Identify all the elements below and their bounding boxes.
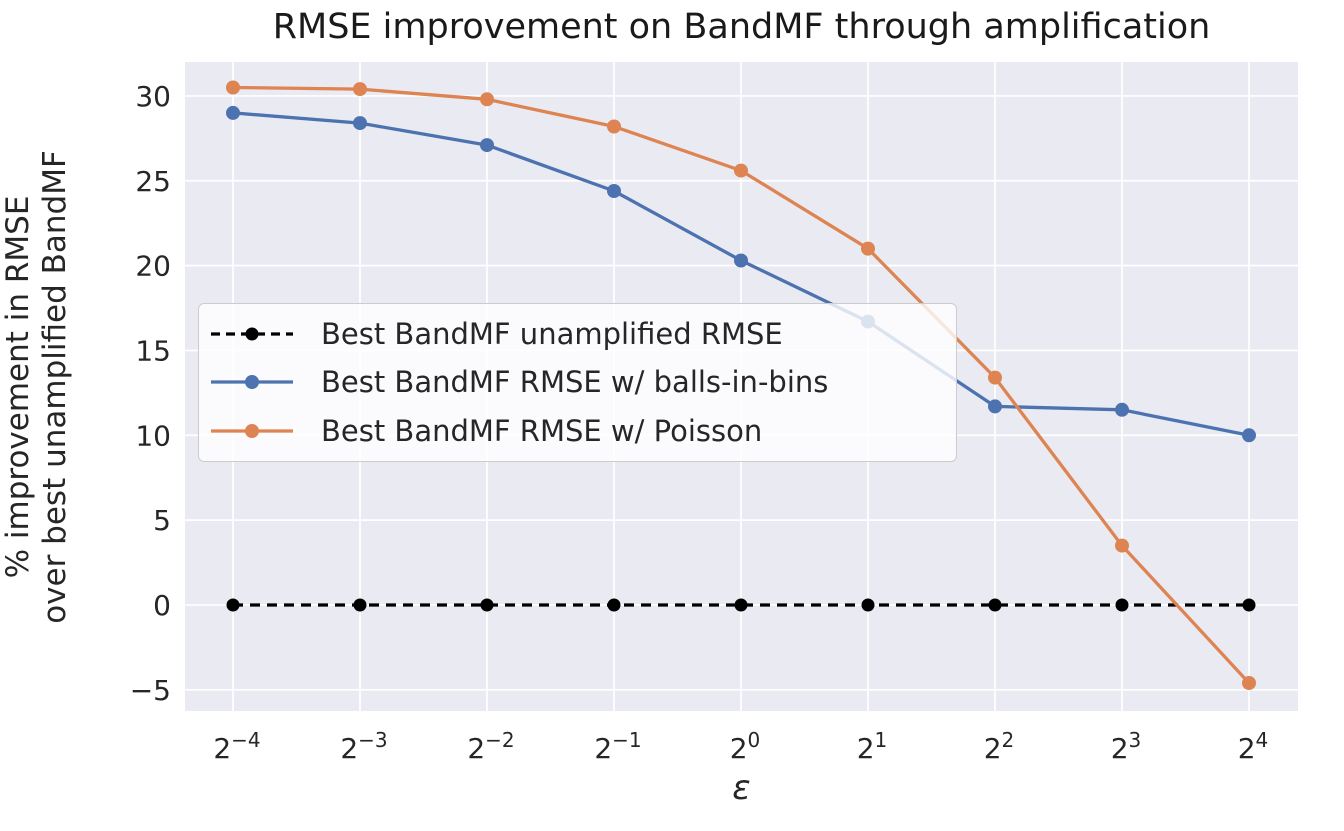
data-point (480, 92, 494, 107)
y-tick-label: 15 (135, 334, 171, 367)
solid-line-with-dot-icon (211, 423, 293, 438)
data-point (607, 184, 621, 198)
x-tick-label: 2−1 (594, 728, 641, 765)
data-point (226, 598, 240, 612)
data-point (734, 163, 748, 178)
x-tick-label: 2−2 (467, 728, 514, 765)
series-0 (226, 598, 1256, 612)
data-point (1242, 598, 1256, 612)
data-point (734, 253, 748, 268)
legend-item-unamplified: Best BandMF unamplified RMSE (209, 317, 956, 351)
legend-label: Best BandMF RMSE w/ balls-in-bins (321, 365, 829, 400)
x-tick-labels: 2−4 2−3 2−2 2−1 20 21 22 23 24 (213, 728, 1268, 765)
y-tick-label: −5 (130, 674, 171, 707)
data-point (734, 598, 748, 612)
y-tick-label: 25 (135, 165, 171, 198)
data-point (353, 598, 367, 612)
legend: Best BandMF unamplified RMSE Best BandMF… (198, 303, 957, 462)
y-tick-label: 0 (153, 589, 171, 622)
y-tick-label: 10 (135, 419, 171, 452)
dashed-line-with-dot-icon (211, 327, 293, 341)
data-point (226, 105, 240, 120)
legend-label: Best BandMF RMSE w/ Poisson (321, 413, 763, 448)
data-point (988, 370, 1002, 385)
data-point (353, 116, 367, 131)
data-point (1115, 402, 1129, 417)
data-point (988, 399, 1002, 414)
legend-item-balls-in-bins: Best BandMF RMSE w/ balls-in-bins (209, 365, 956, 399)
x-tick-label: 21 (857, 728, 888, 765)
data-point (1242, 428, 1256, 443)
data-point (988, 598, 1002, 612)
solid-line-with-dot-icon (211, 375, 293, 390)
y-tick-labels: −5 0 5 10 15 20 25 30 (130, 80, 171, 707)
legend-label: Best BandMF unamplified RMSE (321, 317, 783, 352)
legend-item-poisson: Best BandMF RMSE w/ Poisson (209, 414, 956, 448)
data-point (861, 241, 875, 256)
x-tick-label: 2−3 (340, 728, 387, 765)
data-point (1115, 598, 1129, 612)
x-tick-label: 20 (730, 728, 761, 765)
x-tick-label: 22 (984, 728, 1015, 765)
series-2 (226, 80, 1256, 690)
data-point (1242, 676, 1256, 690)
series-1 (226, 105, 1256, 443)
x-tick-label: 24 (1238, 728, 1269, 765)
y-tick-label: 5 (153, 504, 171, 537)
x-tick-label: 2−4 (213, 728, 260, 765)
data-point (480, 598, 494, 612)
data-point (607, 598, 621, 612)
data-point (480, 138, 494, 153)
y-tick-label: 20 (135, 250, 171, 283)
data-point (1115, 538, 1129, 553)
data-point (861, 598, 875, 612)
data-point (353, 82, 367, 97)
y-tick-label: 30 (135, 80, 171, 113)
data-point (607, 119, 621, 134)
data-point (226, 80, 240, 95)
x-tick-label: 23 (1111, 728, 1142, 765)
chart-title: RMSE improvement on BandMF through ampli… (272, 7, 1211, 47)
x-axis-label: ε (732, 768, 751, 808)
